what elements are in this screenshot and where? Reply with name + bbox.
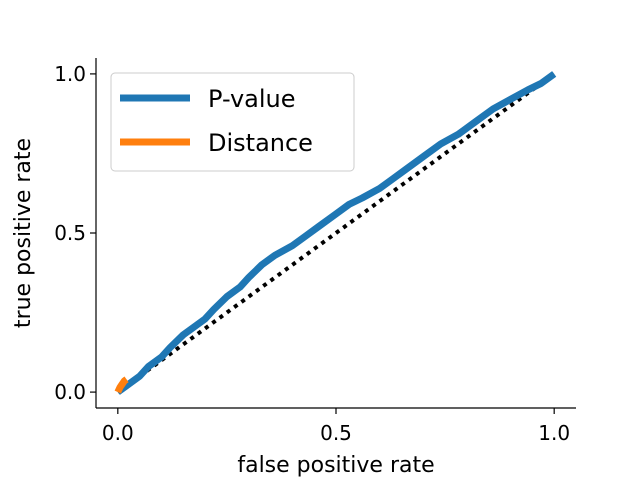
x-axis-label: false positive rate: [237, 453, 434, 478]
x-tick-label: 1.0: [538, 421, 570, 445]
x-tick-label: 0.5: [320, 421, 352, 445]
plot-area: [114, 71, 557, 395]
legend-label-distance: Distance: [208, 129, 313, 157]
x-tick-label: 0.0: [102, 421, 134, 445]
series-line-p-value: [115, 71, 557, 395]
series-line-distance: [114, 376, 129, 394]
legend: P-value Distance: [110, 72, 355, 172]
axes: 0.0 0.5 1.0 0.0 0.5 1.0 false positive rate tru…: [11, 58, 576, 478]
y-tick-label: 0.0: [54, 380, 86, 404]
y-axis-label: true positive rate: [11, 138, 36, 328]
y-tick-label: 1.0: [54, 62, 86, 86]
y-tick-label: 0.5: [54, 221, 86, 245]
reference-diagonal-line: [116, 72, 556, 394]
legend-label-p-value: P-value: [208, 85, 296, 113]
